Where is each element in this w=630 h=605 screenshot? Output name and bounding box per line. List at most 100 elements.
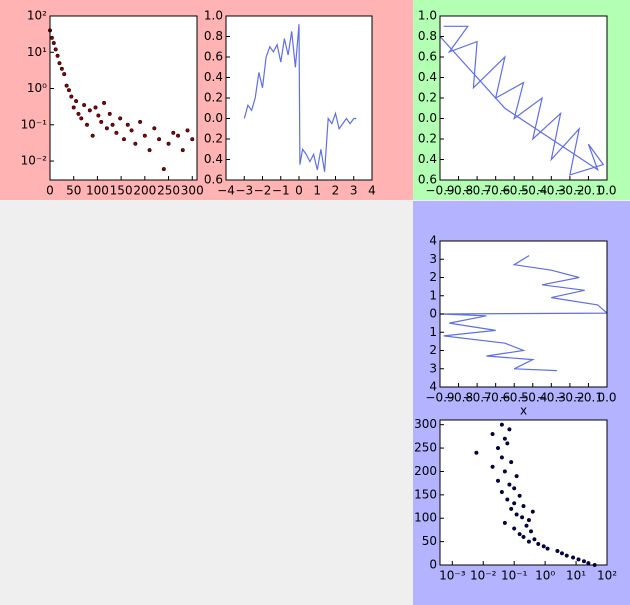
data-point bbox=[530, 509, 535, 514]
data-point bbox=[59, 66, 64, 71]
x-tick-label: −0.4 bbox=[518, 184, 547, 198]
y-tick-label: 1.0 bbox=[204, 9, 223, 23]
data-point bbox=[541, 544, 546, 549]
data-point bbox=[104, 126, 109, 131]
y-tick-label: 300 bbox=[414, 417, 437, 431]
data-point bbox=[114, 130, 119, 135]
data-point bbox=[507, 427, 512, 432]
data-point bbox=[57, 61, 62, 66]
data-point bbox=[509, 506, 514, 511]
x-tick-label: 250 bbox=[157, 184, 180, 198]
y-tick-label: 1 bbox=[429, 288, 437, 302]
x-tick-label: 10⁻¹ bbox=[501, 569, 528, 583]
data-point bbox=[129, 128, 134, 133]
data-point bbox=[502, 469, 507, 474]
y-tick-label: 0.8 bbox=[418, 29, 437, 43]
data-point bbox=[521, 504, 526, 509]
data-point bbox=[526, 539, 531, 544]
y-tick-label: 10⁻¹ bbox=[21, 117, 48, 131]
y-tick-label: 100 bbox=[414, 511, 437, 525]
data-point bbox=[505, 497, 510, 502]
y-tick-label: 0.2 bbox=[204, 91, 223, 105]
x-axis-label: x bbox=[520, 404, 527, 418]
y-tick-label: 10⁰ bbox=[27, 81, 47, 95]
data-point bbox=[62, 72, 67, 77]
x-tick-label: 10⁻² bbox=[470, 569, 497, 583]
y-tick-label: 3 bbox=[429, 361, 437, 375]
data-point bbox=[74, 99, 79, 104]
y-tick-label: 250 bbox=[414, 441, 437, 455]
x-tick-label: 1 bbox=[313, 184, 321, 198]
data-point bbox=[175, 133, 181, 138]
data-point bbox=[96, 113, 101, 118]
data-point bbox=[87, 108, 92, 113]
data-point bbox=[499, 489, 504, 495]
x-tick-label: −2 bbox=[254, 184, 272, 198]
y-tick-label: 0.8 bbox=[204, 29, 223, 43]
y-tick-label: 1.0 bbox=[418, 9, 437, 23]
data-point bbox=[490, 431, 495, 437]
y-tick-label: 50 bbox=[422, 534, 437, 548]
x-tick-label: −4 bbox=[217, 184, 235, 198]
y-tick-label: 0.2 bbox=[418, 91, 437, 105]
data-point bbox=[171, 130, 176, 135]
data-point bbox=[495, 478, 501, 483]
y-tick-label: 0.4 bbox=[418, 70, 437, 84]
x-tick-label: 3 bbox=[350, 184, 358, 198]
data-point bbox=[512, 526, 517, 531]
data-point bbox=[185, 128, 190, 133]
data-point bbox=[190, 137, 195, 142]
x-tick-label: −0.7 bbox=[463, 184, 492, 198]
data-point bbox=[133, 141, 138, 146]
data-point bbox=[545, 546, 550, 551]
data-point bbox=[499, 455, 504, 460]
x-tick-label: −0.5 bbox=[500, 184, 529, 198]
plot-frame bbox=[439, 419, 608, 566]
data-point bbox=[125, 122, 130, 127]
y-tick-label: 10² bbox=[27, 9, 47, 23]
x-tick-label: 2 bbox=[332, 184, 340, 198]
data-point bbox=[514, 512, 519, 517]
x-tick-label: 4 bbox=[368, 184, 376, 198]
x-tick-label: −0.3 bbox=[537, 184, 566, 198]
x-tick-label: 0 bbox=[46, 184, 54, 198]
data-point bbox=[51, 40, 56, 46]
y-tick-label: 0.2 bbox=[418, 132, 437, 146]
data-point bbox=[536, 541, 541, 547]
data-point bbox=[559, 551, 565, 556]
data-line bbox=[440, 255, 607, 372]
data-point bbox=[555, 548, 560, 554]
data-point bbox=[581, 559, 587, 564]
x-tick-label: −0.4 bbox=[518, 391, 547, 405]
data-point bbox=[99, 119, 104, 124]
data-point bbox=[82, 103, 87, 108]
x-tick-label: −0.8 bbox=[444, 391, 473, 405]
x-tick-label: −0.5 bbox=[500, 391, 529, 405]
y-tick-label: 10¹ bbox=[27, 45, 47, 59]
y-tick-label: 0.0 bbox=[418, 111, 437, 125]
data-point bbox=[157, 137, 162, 142]
x-tick-label: −0.1 bbox=[574, 184, 603, 198]
x-tick-label: −0.8 bbox=[444, 184, 473, 198]
y-tick-label: 0.6 bbox=[418, 50, 437, 64]
plot-area bbox=[440, 16, 607, 180]
x-tick-label: 10¹ bbox=[566, 569, 586, 583]
data-point bbox=[53, 47, 58, 52]
y-tick-label: 0.6 bbox=[204, 50, 223, 64]
data-point bbox=[576, 557, 581, 562]
x-tick-label: 0.0 bbox=[597, 391, 616, 405]
y-tick-label: 0.4 bbox=[204, 152, 223, 166]
y-tick-label: 150 bbox=[414, 487, 437, 501]
data-point bbox=[512, 501, 517, 506]
x-tick-label: 100 bbox=[86, 184, 109, 198]
data-point bbox=[147, 148, 152, 153]
data-point bbox=[524, 523, 529, 528]
x-tick-label: 300 bbox=[181, 184, 204, 198]
data-point bbox=[564, 553, 569, 558]
y-tick-label: 0.6 bbox=[204, 173, 223, 187]
y-tick-label: 0.0 bbox=[204, 111, 223, 125]
x-tick-label: −0.9 bbox=[425, 184, 454, 198]
y-tick-label: 0.2 bbox=[204, 132, 223, 146]
data-point bbox=[520, 515, 525, 520]
